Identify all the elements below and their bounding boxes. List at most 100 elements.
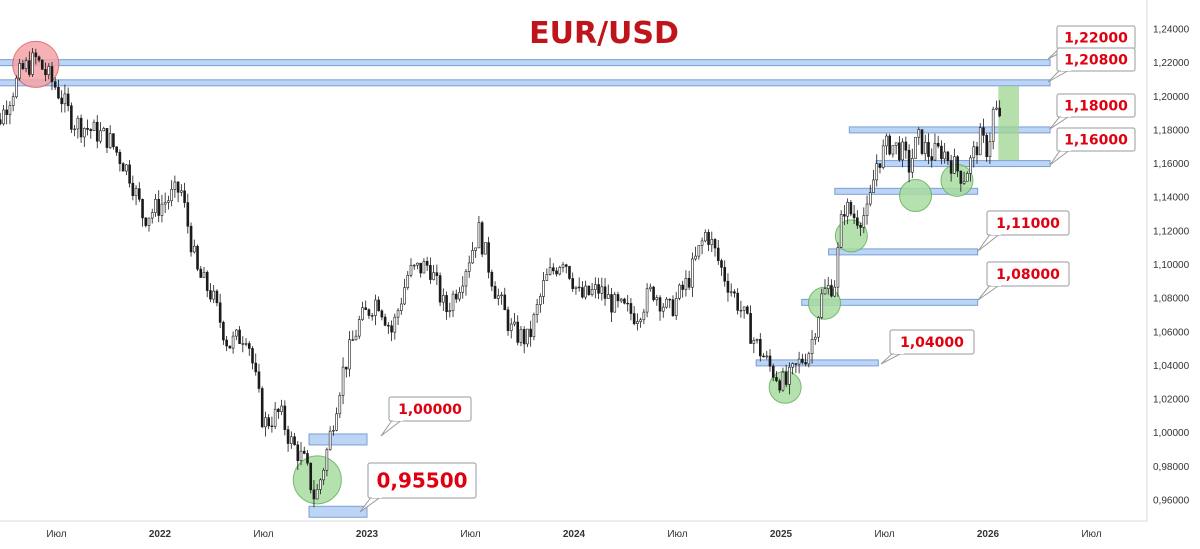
callout-pointer-join	[991, 283, 1001, 286]
price-tick-label: 1,06000	[1153, 327, 1190, 338]
level-zone	[801, 298, 979, 306]
candle-body	[319, 479, 322, 490]
candle-body	[933, 142, 937, 161]
candle-body	[218, 302, 222, 323]
candle-body	[138, 188, 141, 200]
candle-body	[687, 277, 691, 288]
candle-body	[881, 145, 885, 168]
price-axis-labels: 1,24000 1,22000 1,20000 1,18000 1,16000 1,140…	[1153, 25, 1190, 507]
candle-body	[380, 310, 384, 318]
candle-body	[998, 107, 1001, 117]
candle-body	[995, 107, 998, 110]
candle-body	[18, 63, 21, 79]
candle-body	[34, 52, 38, 58]
candle-body	[144, 217, 148, 226]
candle-body	[396, 310, 400, 318]
candle-body	[24, 60, 28, 69]
candle-body	[503, 294, 507, 311]
candle-body	[907, 149, 911, 173]
candle-body	[885, 135, 888, 147]
candle-body	[86, 127, 89, 130]
candle-body	[716, 247, 720, 261]
callout-box	[1056, 127, 1136, 152]
candle-body	[839, 214, 843, 248]
candle-body	[354, 335, 358, 341]
candle-body	[370, 315, 374, 317]
candle-body	[726, 280, 730, 293]
candle-body	[28, 60, 31, 75]
callout-pointer-join	[393, 418, 403, 421]
candle-body	[50, 66, 54, 83]
candle-body	[526, 328, 529, 345]
candle-body	[286, 429, 290, 444]
callout-pointer-join	[1061, 68, 1071, 71]
candle-body	[270, 425, 274, 427]
candle-body	[493, 285, 497, 299]
candle-body	[393, 316, 397, 333]
candle-body	[914, 136, 917, 159]
candle-body	[535, 304, 539, 316]
candle-body	[946, 151, 950, 161]
candle-body	[60, 97, 63, 105]
candle-body	[943, 151, 946, 160]
candle-body	[125, 164, 128, 172]
candle-body	[594, 284, 597, 290]
candle-body	[849, 202, 853, 215]
price-tick-label: 0,96000	[1153, 496, 1190, 507]
candle-body	[147, 217, 151, 226]
candle-body	[128, 164, 131, 184]
level-zones	[0, 59, 1051, 518]
candle-body	[290, 436, 293, 444]
candle-body	[991, 108, 995, 142]
target-zone	[998, 86, 1020, 161]
price-tick-label: 1,22000	[1153, 58, 1190, 69]
candle-body	[66, 93, 70, 107]
candle-body	[432, 272, 435, 280]
candle-body	[736, 292, 739, 311]
callout-box	[889, 329, 975, 355]
candle-body	[283, 405, 287, 430]
candle-body	[332, 429, 335, 432]
candle-body	[597, 284, 600, 294]
candle-body	[901, 141, 904, 161]
candle-body	[73, 128, 76, 131]
candle-body	[167, 200, 170, 203]
candle-body	[435, 272, 439, 276]
candle-body	[739, 309, 743, 312]
candle-body	[697, 245, 701, 257]
candle-body	[975, 146, 979, 156]
candle-body	[189, 225, 193, 253]
candle-body	[21, 63, 25, 69]
candle-body	[425, 261, 429, 266]
candle-body	[519, 329, 523, 343]
candle-body	[299, 450, 303, 461]
candle-body	[335, 413, 338, 431]
candle-body	[862, 215, 866, 228]
candle-body	[629, 303, 633, 314]
candle-body	[95, 121, 99, 142]
level-zone	[828, 248, 979, 256]
candle-body	[115, 146, 118, 153]
callout-box	[388, 396, 472, 422]
time-tick-label: 2026	[977, 529, 1000, 540]
callout-box	[367, 462, 477, 499]
candle-body	[367, 309, 371, 316]
candle-body	[529, 328, 532, 338]
candle-body	[746, 306, 749, 314]
candle-body	[542, 280, 545, 297]
candle-body	[694, 255, 697, 260]
candle-body	[674, 298, 678, 316]
candle-body	[247, 343, 251, 349]
candle-body	[254, 362, 258, 373]
callout-pointer-join	[1061, 148, 1071, 151]
candle-body	[768, 355, 772, 367]
candle-body	[357, 319, 361, 337]
time-tick-label: Июл	[253, 529, 273, 540]
candle-body	[108, 133, 112, 148]
candle-body	[173, 181, 177, 190]
candle-body	[192, 245, 196, 253]
candle-body	[956, 156, 959, 172]
level-label: 1,20800	[1064, 53, 1128, 69]
candle-body	[160, 203, 164, 216]
candle-body	[260, 388, 264, 428]
